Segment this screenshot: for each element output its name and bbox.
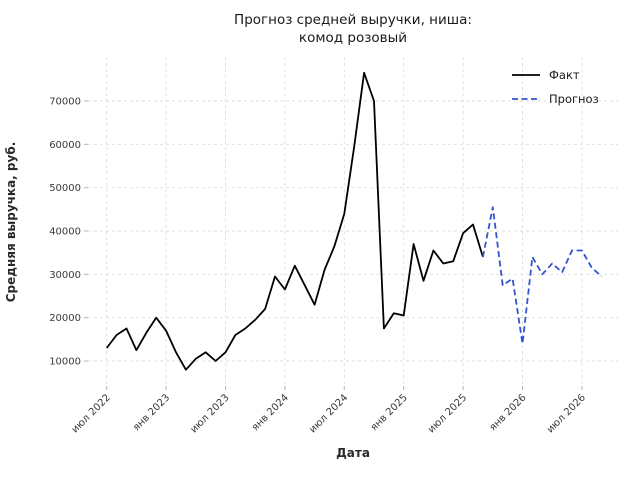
x-tick-label: янв 2025 bbox=[369, 392, 410, 433]
legend-forecast-label: Прогноз bbox=[549, 92, 599, 106]
x-tick-label: янв 2023 bbox=[131, 392, 172, 433]
y-tick-label: 70000 bbox=[49, 97, 81, 108]
y-tick-label: 30000 bbox=[49, 270, 81, 281]
legend-fact-label: Факт bbox=[549, 68, 580, 82]
y-tick-label: 10000 bbox=[49, 357, 81, 368]
grid-lines bbox=[88, 57, 618, 386]
legend: Факт Прогноз bbox=[512, 68, 599, 106]
y-axis-label: Средняя выручка, руб. bbox=[4, 142, 18, 303]
x-tick-label: июл 2025 bbox=[426, 392, 469, 435]
x-axis-label: Дата bbox=[336, 446, 370, 460]
series-line-forecast bbox=[482, 206, 603, 345]
x-tick-label: июл 2026 bbox=[545, 392, 588, 435]
y-tick-label: 40000 bbox=[49, 227, 81, 238]
y-tick-label: 20000 bbox=[49, 313, 81, 324]
chart-title-line2: комод розовый bbox=[299, 30, 407, 46]
x-tick-label: янв 2026 bbox=[488, 392, 529, 433]
y-tick-label: 50000 bbox=[49, 183, 81, 194]
x-tick-label: июл 2024 bbox=[307, 392, 350, 435]
y-tick-label: 60000 bbox=[49, 140, 81, 151]
x-tick-label: июл 2022 bbox=[70, 392, 113, 435]
x-tick-label: июл 2023 bbox=[189, 392, 232, 435]
x-tick-label: янв 2024 bbox=[250, 392, 291, 433]
series-line-fact bbox=[105, 71, 484, 371]
data-series bbox=[105, 71, 603, 371]
axis-ticks bbox=[84, 100, 583, 390]
chart-title-line1: Прогноз средней выручки, ниша: bbox=[234, 12, 472, 28]
x-tick-labels: июл 2022 янв 2023 июл 2023 янв 2024 июл 2024… bbox=[70, 392, 588, 435]
y-tick-labels: 10000 20000 30000 40000 50000 60000 70000 bbox=[49, 97, 81, 368]
